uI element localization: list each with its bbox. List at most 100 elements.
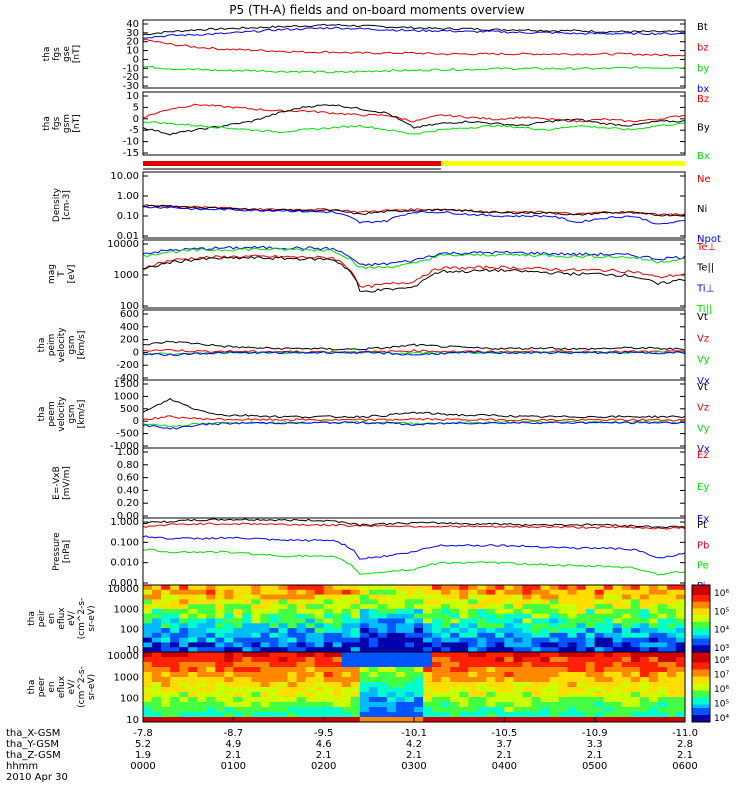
- heatmap-cell: [621, 599, 632, 605]
- heatmap-cell: [531, 608, 541, 615]
- heatmap-cell: [657, 647, 668, 653]
- heatmap-cell: [414, 652, 424, 658]
- heatmap-cell: [314, 623, 325, 629]
- heatmap-cell: [215, 672, 225, 678]
- heatmap-cell: [549, 637, 560, 643]
- heatmap-cell: [477, 589, 487, 596]
- heatmap-cell: [657, 717, 668, 723]
- heatmap-cell: [350, 672, 361, 678]
- tick-label: 40: [126, 19, 139, 30]
- heatmap-cell: [368, 677, 379, 683]
- heatmap-cell: [350, 677, 361, 683]
- heatmap-cell: [513, 647, 523, 653]
- heatmap-cell: [567, 637, 578, 643]
- heatmap-cell: [287, 707, 298, 713]
- heatmap-cell: [657, 667, 668, 673]
- heatmap-cell: [404, 585, 415, 591]
- heatmap-cell: [278, 702, 289, 708]
- heatmap-cell: [251, 599, 261, 605]
- heatmap-cell: [549, 657, 560, 663]
- heatmap-cell: [621, 672, 632, 678]
- heatmap-cell: [179, 707, 189, 713]
- heatmap-cell: [441, 585, 451, 591]
- heatmap-cell: [314, 667, 325, 673]
- heatmap-cell: [459, 687, 469, 693]
- heatmap-cell: [305, 637, 316, 643]
- heatmap-cell: [404, 697, 415, 703]
- heatmap-cell: [450, 657, 460, 663]
- heatmap-cell: [504, 662, 514, 668]
- heatmap-cell: [675, 623, 686, 629]
- heatmap-cell: [152, 604, 162, 610]
- heatmap-cell: [224, 647, 234, 653]
- ylabel-line: en: [47, 681, 57, 692]
- heatmap-cell: [621, 647, 632, 653]
- xaxis-value: 1.9: [135, 750, 151, 761]
- heatmap-cell: [287, 628, 298, 634]
- heatmap-cell: [305, 707, 316, 713]
- heatmap-cell: [386, 692, 397, 698]
- heatmap-cell: [170, 594, 180, 600]
- heatmap-cell: [585, 585, 596, 591]
- heatmap-cell: [188, 692, 198, 698]
- heatmap-cell: [296, 637, 307, 643]
- heatmap-cell: [540, 662, 550, 668]
- heatmap-cell: [504, 672, 514, 678]
- ylabel-line: peim: [47, 334, 57, 357]
- heatmap-cell: [567, 628, 578, 634]
- heatmap-cell: [648, 647, 659, 653]
- heatmap-cell: [567, 652, 578, 658]
- heatmap-cell: [630, 594, 641, 600]
- heatmap-cell: [323, 687, 334, 693]
- heatmap-cell: [278, 604, 289, 610]
- heatmap-cell: [477, 672, 487, 678]
- ylabel-line: peir: [37, 609, 47, 627]
- heatmap-cell: [377, 599, 388, 605]
- heatmap-cell: [477, 687, 487, 693]
- heatmap-cell: [603, 692, 614, 698]
- heatmap-cell: [206, 712, 216, 718]
- heatmap-cell: [657, 594, 668, 600]
- heatmap-cell: [486, 702, 496, 708]
- heatmap-cell: [675, 687, 686, 693]
- heatmap-cell: [296, 652, 307, 658]
- heatmap-cell: [224, 637, 234, 643]
- heatmap-cell: [197, 632, 207, 639]
- heatmap-cell: [188, 657, 198, 663]
- heatmap-cell: [495, 628, 505, 634]
- heatmap-cell: [432, 613, 442, 619]
- heatmap-cell: [188, 672, 198, 678]
- legend-label: Vy: [697, 423, 710, 434]
- heatmap-cell: [197, 672, 207, 678]
- heatmap-cell: [152, 642, 162, 648]
- heatmap-cell: [350, 637, 361, 643]
- heatmap-cell: [594, 632, 605, 639]
- heatmap-cell: [359, 628, 370, 634]
- heatmap-cell: [567, 608, 578, 615]
- heatmap-cell: [486, 608, 496, 615]
- heatmap-cell: [531, 599, 541, 605]
- heatmap-cell: [630, 717, 641, 723]
- heatmap-cell: [495, 662, 505, 668]
- heatmap-cell: [233, 637, 243, 643]
- heatmap-cell: [350, 599, 361, 605]
- heatmap-cell: [495, 707, 505, 713]
- heatmap-cell: [269, 647, 279, 653]
- heatmap-cell: [630, 702, 641, 708]
- heatmap-cell: [450, 687, 460, 693]
- heatmap-cell: [251, 667, 261, 673]
- heatmap-cell: [260, 707, 270, 713]
- heatmap-cell: [414, 623, 424, 629]
- heatmap-cell: [531, 642, 541, 648]
- heatmap-cell: [404, 717, 415, 723]
- heatmap-cell: [432, 652, 442, 658]
- heatmap-cell: [395, 637, 406, 643]
- heatmap-cell: [432, 589, 442, 596]
- heatmap-cell: [504, 632, 514, 639]
- heatmap-cell: [549, 697, 560, 703]
- heatmap-cell: [341, 589, 352, 596]
- mode-segment: [441, 161, 685, 166]
- heatmap-cell: [648, 585, 659, 591]
- heatmap-cell: [459, 608, 469, 615]
- heatmap-cell: [585, 687, 596, 693]
